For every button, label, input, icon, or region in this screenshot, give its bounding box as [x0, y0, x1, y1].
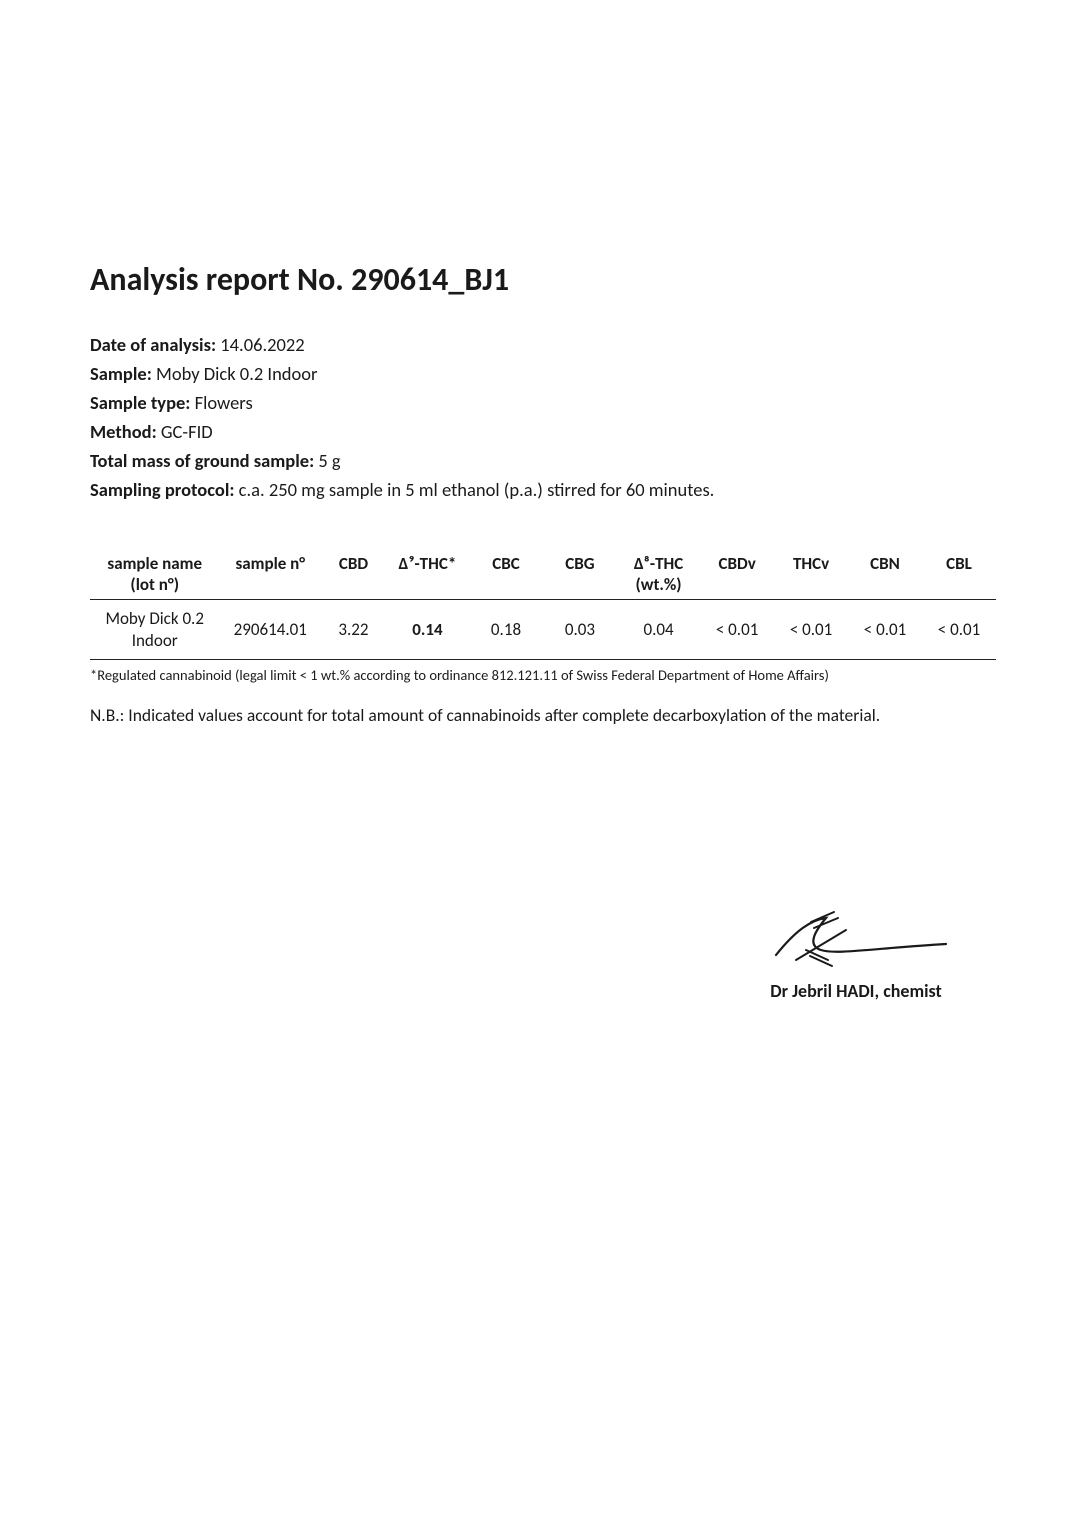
cell-cbdv: < 0.01 [700, 600, 774, 660]
col-sampleno: sample n° [219, 549, 321, 600]
cell-thcv: < 0.01 [774, 600, 848, 660]
table-head: sample name(lot n°)sample n°CBDΔ⁹-THC*CB… [90, 549, 996, 600]
meta-method: Method: GC-FID [90, 420, 996, 445]
meta-block: Date of analysis: 14.06.2022 Sample: Mob… [90, 333, 996, 503]
nb-text: N.B.: Indicated values account for total… [90, 704, 996, 728]
table-body: Moby Dick 0.2 Indoor290614.013.220.140.1… [90, 600, 996, 660]
footnote: *Regulated cannabinoid (legal limit < 1 … [90, 666, 996, 684]
page: Analysis report No. 290614_BJ1 Date of a… [0, 0, 1086, 1536]
meta-date: Date of analysis: 14.06.2022 [90, 333, 996, 358]
col-cbl: CBL [922, 549, 996, 600]
cell-name: Moby Dick 0.2 Indoor [90, 600, 219, 660]
col-cbn: CBN [848, 549, 922, 600]
col-d9: Δ⁹-THC* [386, 549, 469, 600]
cell-d8: 0.04 [617, 600, 700, 660]
col-d8: Δ⁸-THC(wt.%) [617, 549, 700, 600]
col-thcv: THCv [774, 549, 848, 600]
cell-d9: 0.14 [386, 600, 469, 660]
signature-name: Dr Jebril HADI, chemist [756, 980, 956, 1002]
cell-cbg: 0.03 [543, 600, 617, 660]
col-cbd: CBD [321, 549, 386, 600]
cell-cbc: 0.18 [469, 600, 543, 660]
results-table-wrap: sample name(lot n°)sample n°CBDΔ⁹-THC*CB… [90, 549, 996, 728]
meta-sample: Sample: Moby Dick 0.2 Indoor [90, 362, 996, 387]
meta-mass: Total mass of ground sample: 5 g [90, 449, 996, 474]
cell-cbl: < 0.01 [922, 600, 996, 660]
report-title: Analysis report No. 290614_BJ1 [90, 260, 996, 299]
meta-sample-type: Sample type: Flowers [90, 391, 996, 416]
meta-protocol: Sampling protocol: c.a. 250 mg sample in… [90, 478, 996, 503]
cell-sampleno: 290614.01 [219, 600, 321, 660]
col-cbc: CBC [469, 549, 543, 600]
signature-icon [756, 900, 956, 970]
results-table: sample name(lot n°)sample n°CBDΔ⁹-THC*CB… [90, 549, 996, 660]
cell-cbn: < 0.01 [848, 600, 922, 660]
col-name: sample name(lot n°) [90, 549, 219, 600]
col-cbdv: CBDv [700, 549, 774, 600]
signature-block: Dr Jebril HADI, chemist [756, 900, 956, 1002]
col-cbg: CBG [543, 549, 617, 600]
cell-cbd: 3.22 [321, 600, 386, 660]
